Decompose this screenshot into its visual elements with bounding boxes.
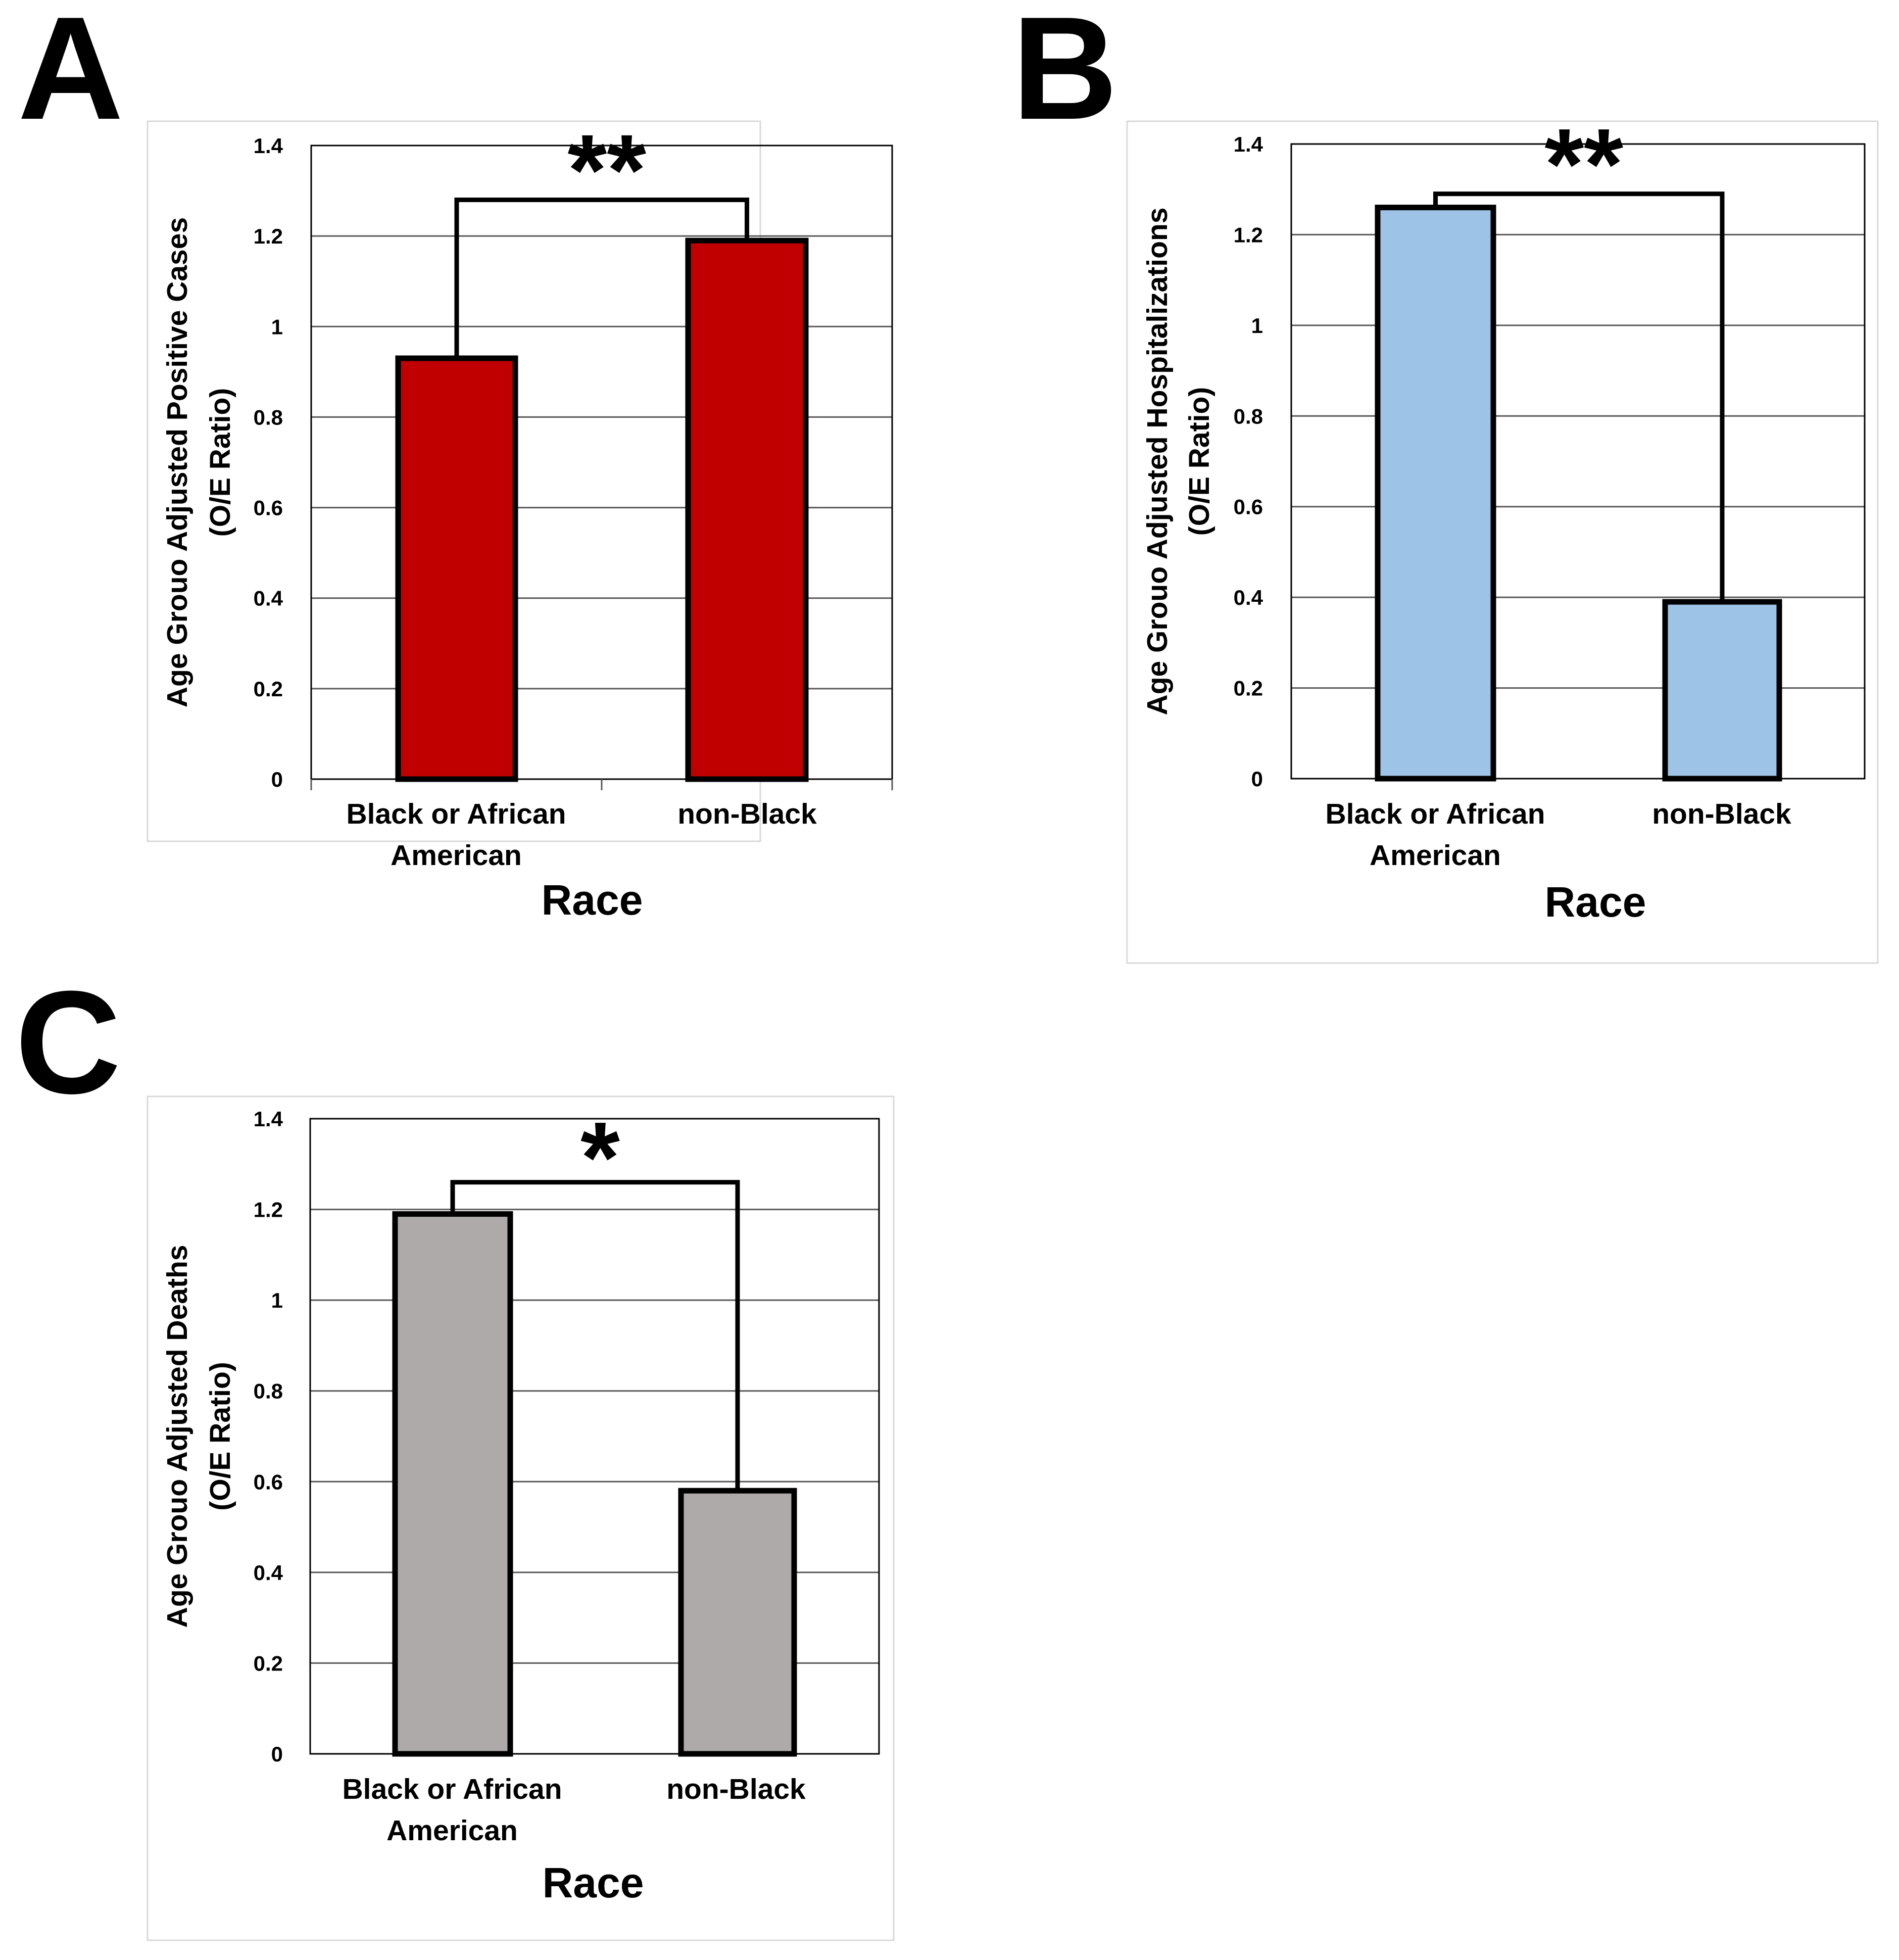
y-tick-label: 0 [271,1742,283,1766]
y-axis-title: Age Grouo Adjusted Deaths [161,1245,193,1628]
x-category-label-line: American [391,839,522,872]
y-axis-title: (O/E Ratio) [204,1362,236,1511]
y-tick-label: 1 [271,1288,283,1312]
significance-label: ** [1544,108,1623,221]
x-axis-title: Race [543,1859,644,1906]
y-tick-label: 0.6 [254,1470,283,1494]
y-tick-label: 1.2 [254,1198,283,1222]
x-category-label-line: Black or African [342,1773,562,1805]
x-axis-title: Race [542,876,643,924]
y-tick-label: 1.4 [254,134,283,158]
significance-bracket [450,1180,740,1491]
x-category-label: Black or African American [1325,798,1545,872]
y-tick-label: 1 [1251,314,1263,338]
x-category-label: Black or African American [342,1773,562,1847]
bar-black-or-african-american [392,1211,513,1757]
y-axis-title: Age Grouo Adjusted Positive Cases [161,217,193,707]
panel-letter: C [15,961,121,1124]
panel-b: B 0 0.2 0.4 0.6 0.8 1 1.2 1.4 ** Black or African A… [1012,0,1879,964]
bar-non-black [678,1488,797,1757]
x-category-label-line: Black or African [1325,798,1545,830]
y-tick-label: 0.2 [1234,677,1263,700]
y-tick-label: 1.4 [254,1107,283,1131]
x-axis-title: Race [1545,878,1646,926]
y-tick-label: 0.8 [1234,404,1263,428]
panel-a: A 0 0.2 0.4 0.6 0.8 1 1.2 1.4 ** Black or African A… [18,0,893,924]
x-category-label: Black or African American [346,798,566,872]
y-tick-label: 1.2 [254,224,283,248]
bar-black-or-african-american [1375,205,1496,782]
y-tick-label: 0.4 [1234,586,1263,609]
x-category-label-line: American [1370,839,1501,872]
x-category-label: non-Black [1652,798,1791,830]
y-tick-label: 0.2 [254,1651,283,1675]
x-category-label: non-Black [666,1773,806,1805]
y-tick-label: 1.4 [1234,132,1263,156]
significance-bracket [1433,192,1725,602]
y-tick-label: 1 [271,315,283,339]
y-axis-title: (O/E Ratio) [204,388,236,537]
bar-non-black [685,237,809,782]
panel-letter: B [1012,0,1117,150]
y-tick-label: 0.8 [254,405,283,429]
significance-label: * [580,1102,620,1214]
significance-bracket [454,197,749,358]
y-tick-label: 0.8 [254,1379,283,1403]
y-tick-label: 0.2 [254,677,283,701]
panel-letter: A [18,0,123,150]
significance-label: ** [567,114,646,226]
y-tick-label: 0.4 [254,1561,283,1585]
y-tick-label: 0 [1251,767,1263,791]
plot-area-border [309,1118,880,1755]
chart-frame [1126,120,1879,964]
x-category-label: non-Black [677,798,817,830]
panel-c: C 0 0.2 0.4 0.6 0.8 1 1.2 1.4 * Black or African Am… [15,961,895,1941]
bar-black-or-african-american [395,355,518,782]
x-category-label-line: American [386,1814,518,1847]
y-tick-label: 0.6 [254,496,283,520]
y-axis-title: Age Grouo Adjusted Hospitalizations [1141,208,1174,715]
y-tick-label: 0.4 [254,587,283,610]
y-tick-label: 0 [271,768,283,791]
bar-non-black [1662,599,1782,782]
x-category-label-line: Black or African [346,798,566,830]
y-tick-label: 0.6 [1234,495,1263,519]
y-tick-label: 1.2 [1234,223,1263,247]
y-axis-title: (O/E Ratio) [1183,387,1215,536]
plot-area-border [1290,143,1866,780]
